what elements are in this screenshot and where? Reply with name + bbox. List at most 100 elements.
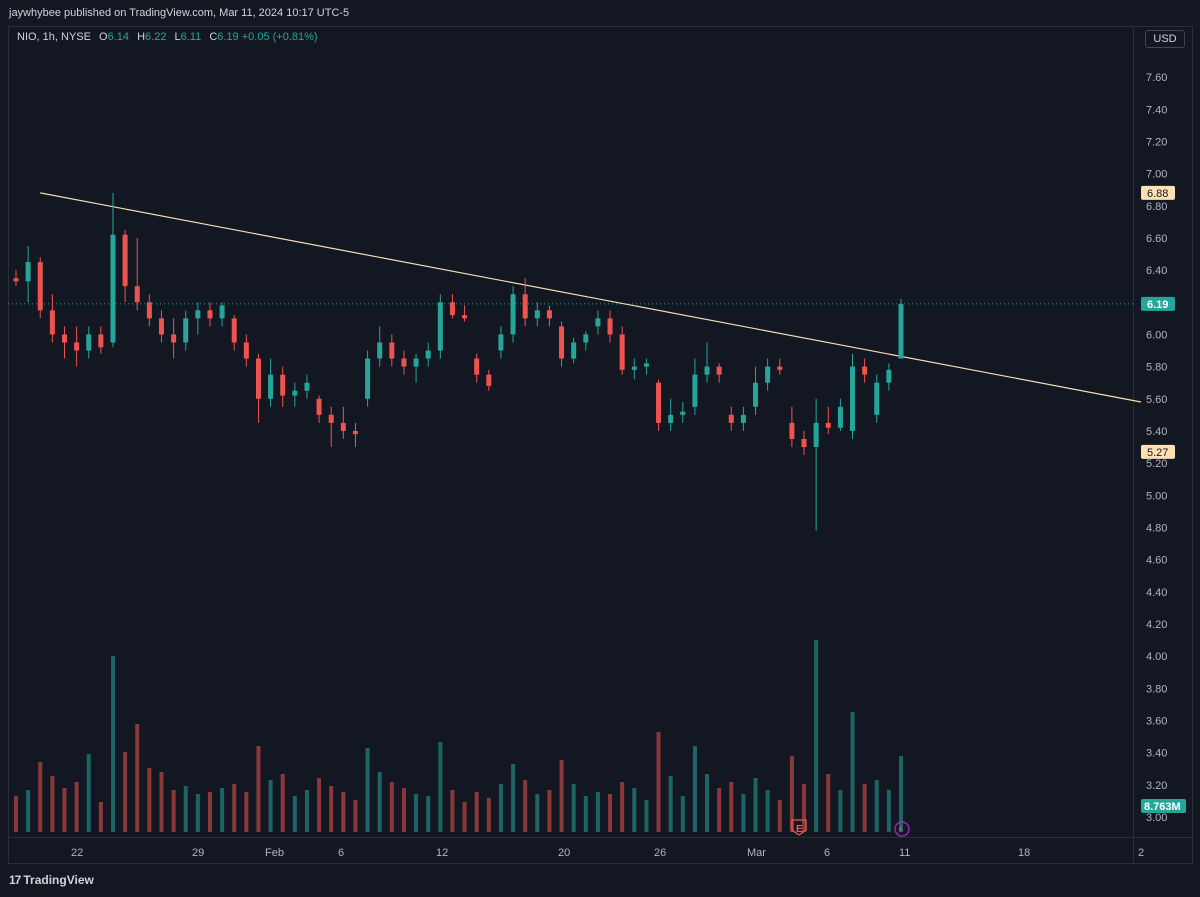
volume-bar	[86, 754, 91, 832]
candle-body	[25, 262, 31, 282]
volume-bar	[377, 772, 382, 832]
y-tick-label: 6.80	[1146, 201, 1167, 213]
volume-bar	[462, 802, 467, 832]
candle-body	[134, 286, 140, 303]
volume-bar	[620, 782, 625, 832]
volume-bar	[329, 786, 334, 832]
volume-bar	[644, 800, 649, 832]
candle-body	[110, 234, 116, 343]
candle-body	[716, 366, 722, 375]
price-chart[interactable]: 7.607.407.207.006.806.606.406.206.005.80…	[8, 27, 1193, 864]
volume-bar	[753, 778, 758, 832]
price-label-bg	[1141, 296, 1175, 311]
x-tick-label: 18	[1018, 847, 1030, 859]
volume-bar	[717, 788, 722, 832]
volume-bar	[692, 746, 697, 832]
candle-body	[255, 358, 261, 399]
candle-body	[243, 342, 249, 359]
candle-body	[146, 302, 152, 319]
volume-bar	[401, 788, 406, 832]
close-key: C	[209, 31, 218, 43]
y-tick-label: 5.60	[1146, 394, 1167, 406]
ohlc-legend: NIO, 1h, NYSE O6.14 H6.22 L6.11 C6.19 +0…	[17, 31, 318, 43]
volume-bar	[559, 760, 564, 832]
volume-bar	[608, 794, 613, 832]
volume-bar	[268, 780, 273, 832]
candle-body	[13, 278, 19, 282]
volume-bar	[547, 790, 552, 832]
low-key: L	[174, 31, 181, 43]
volume-bar	[207, 792, 212, 832]
low-value: 6.11	[180, 31, 202, 43]
candle-body	[607, 318, 613, 335]
volume-bar	[802, 784, 807, 832]
open-key: O	[99, 31, 108, 43]
candle-body	[595, 318, 601, 327]
volume-bar	[135, 724, 140, 832]
candle-body	[813, 422, 819, 448]
publisher-text: jaywhybee published on TradingView.com, …	[9, 7, 350, 19]
candle-body	[171, 334, 177, 343]
publisher-bar: jaywhybee published on TradingView.com, …	[0, 0, 1200, 26]
candle-body	[401, 358, 407, 367]
y-tick-label: 7.00	[1146, 169, 1167, 181]
y-tick-label: 3.60	[1146, 715, 1167, 727]
candle-body	[425, 350, 431, 359]
high-key: H	[137, 31, 146, 43]
volume-bar	[838, 790, 843, 832]
volume-bar	[365, 748, 370, 832]
candle-body	[389, 342, 395, 359]
candle-body	[328, 414, 334, 423]
volume-bar	[171, 790, 176, 832]
candle-body	[449, 302, 455, 316]
volume-bar	[486, 798, 491, 832]
symbol-label[interactable]: NIO, 1h, NYSE	[17, 31, 91, 43]
volume-bar	[26, 790, 31, 832]
candle-body	[292, 390, 298, 396]
volume-bar	[232, 784, 237, 832]
candle-body	[753, 382, 759, 407]
volume-bar	[777, 800, 782, 832]
candle-body	[534, 310, 540, 319]
y-tick-label: 4.40	[1146, 587, 1167, 599]
volume-bar	[511, 764, 516, 832]
candle-body	[583, 334, 589, 343]
volume-bar	[341, 792, 346, 832]
volume-label: 8.763M	[1144, 801, 1181, 813]
candle-body	[74, 342, 80, 351]
currency-button[interactable]: USD	[1145, 30, 1185, 48]
candle-body	[789, 422, 795, 439]
y-tick-label: 6.60	[1146, 233, 1167, 245]
volume-bar	[886, 790, 891, 832]
y-tick-label: 7.20	[1146, 136, 1167, 148]
candle-body	[898, 303, 904, 359]
candle-body	[183, 318, 189, 343]
candle-body	[740, 414, 746, 423]
volume-bar	[38, 762, 43, 832]
y-tick-label: 4.60	[1146, 555, 1167, 567]
volume-bar	[183, 786, 188, 832]
volume-bar	[159, 772, 164, 832]
volume-bar	[826, 774, 831, 832]
volume-bar	[304, 790, 309, 832]
y-tick-label: 5.20	[1146, 458, 1167, 470]
candle-body	[886, 369, 892, 383]
volume-bar	[147, 768, 152, 832]
y-tick-label: 3.00	[1146, 812, 1167, 824]
x-tick-label: 12	[436, 847, 448, 859]
x-tick-label: 2	[1138, 847, 1144, 859]
candle-body	[498, 334, 504, 351]
trendline	[40, 192, 1142, 403]
y-tick-label: 7.60	[1146, 72, 1167, 84]
volume-bar	[450, 790, 455, 832]
volume-bar	[741, 794, 746, 832]
tradingview-logo[interactable]: 17 TradingView	[9, 873, 94, 887]
x-tick-label: Feb	[265, 847, 284, 859]
volume-bar	[874, 780, 879, 832]
y-tick-label: 3.40	[1146, 748, 1167, 760]
candle-body	[765, 366, 771, 383]
x-tick-label: Mar	[747, 847, 766, 859]
y-tick-label: 6.40	[1146, 265, 1167, 277]
candle-body	[61, 334, 67, 343]
volume-bar	[438, 742, 443, 832]
